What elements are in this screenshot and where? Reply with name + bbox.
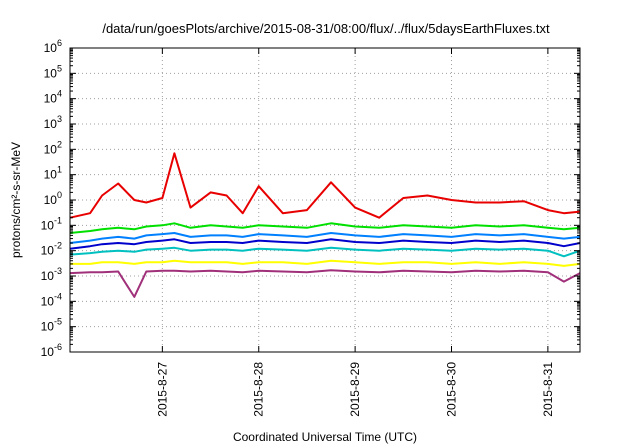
y-axis: 10-6 10-5 10-4 10-3 10-2 10-1 100 101 102 103 104 1…: [41, 38, 580, 359]
y-tick-label: 10-2: [41, 241, 62, 258]
series-line-4: [69, 238, 581, 250]
chart-title: /data/run/goesPlots/archive/2015-08-31/0…: [102, 21, 550, 36]
y-tick-label: 106: [44, 38, 62, 55]
y-tick-label: 100: [44, 190, 62, 207]
x-tick-label: 2015-8-27: [155, 362, 169, 417]
y-tick-label: 102: [44, 139, 62, 156]
x-tick-label: 2015-8-30: [444, 362, 458, 417]
x-tick-label: 2015-8-31: [541, 362, 555, 417]
y-tick-label: 10-3: [41, 266, 62, 283]
series-line-7: [69, 269, 581, 298]
y-tick-label: 10-6: [41, 342, 62, 359]
x-axis: 2015-8-27 2015-8-28 2015-8-29 2015-8-30 2015…: [155, 48, 555, 417]
y-tick-label: 105: [44, 63, 62, 80]
series-line-3: [69, 232, 581, 244]
series-line-6: [70, 259, 581, 267]
series-layer: [69, 152, 581, 298]
y-tick-label: 10-1: [41, 215, 62, 232]
y-tick-label: 104: [44, 89, 62, 106]
y-tick-label: 101: [44, 165, 62, 182]
grid: [70, 48, 580, 352]
y-tick-label: 103: [44, 114, 62, 131]
series-line-1: [69, 152, 581, 219]
y-tick-label: 10-4: [41, 291, 62, 308]
x-axis-label: Coordinated Universal Time (UTC): [233, 430, 417, 444]
series-line-2: [69, 222, 581, 234]
series-line-5: [69, 246, 581, 258]
y-tick-label: 10-5: [41, 317, 62, 334]
y-axis-label: protons/cm²-s-sr-MeV: [9, 142, 23, 258]
x-tick-label: 2015-8-29: [348, 362, 362, 417]
x-tick-label: 2015-8-28: [252, 362, 266, 417]
